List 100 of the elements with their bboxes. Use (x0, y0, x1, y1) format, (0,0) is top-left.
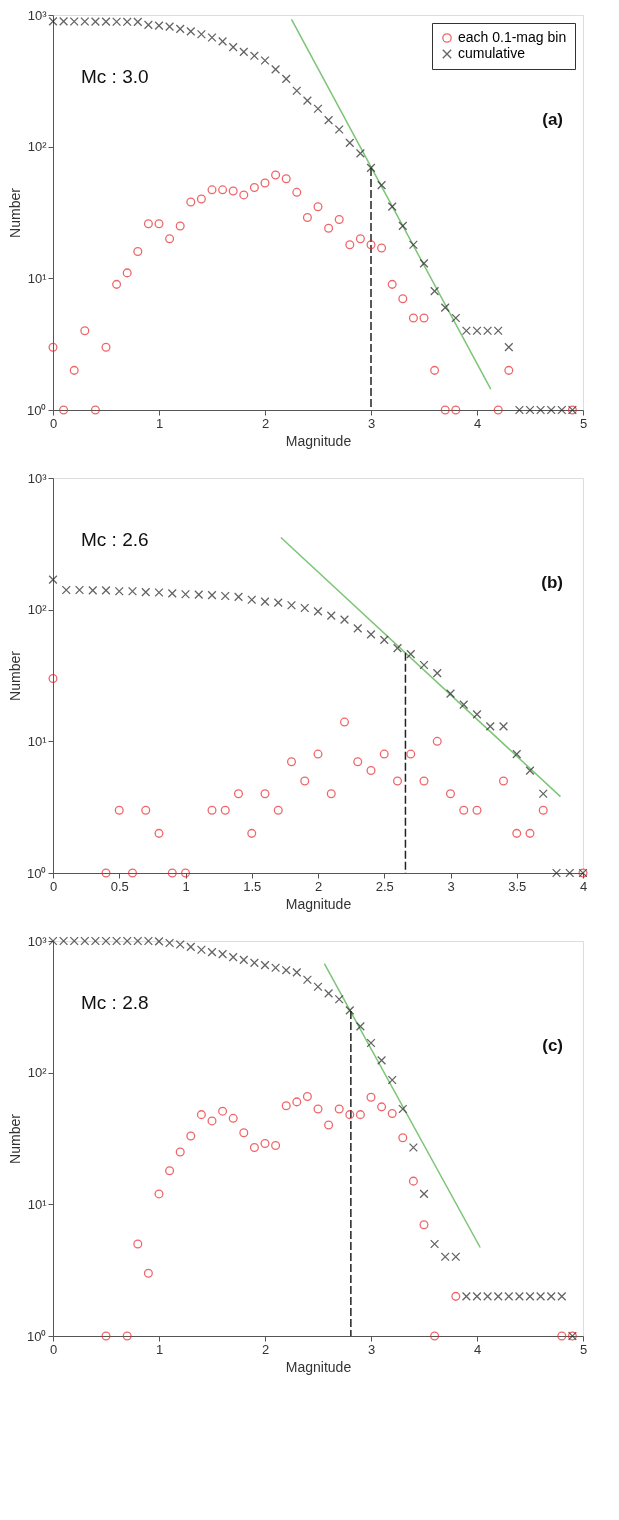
point (387, 279, 397, 289)
point (451, 405, 461, 415)
point (260, 789, 270, 799)
point (114, 586, 124, 596)
point (406, 649, 416, 659)
point (228, 952, 238, 962)
point (313, 749, 323, 759)
point (498, 721, 509, 731)
point (80, 326, 90, 336)
point (353, 757, 363, 767)
y-axis-title: Number (7, 1113, 24, 1164)
point (218, 1106, 228, 1116)
point (260, 960, 270, 970)
point (557, 1331, 567, 1341)
point (112, 279, 122, 289)
point (101, 585, 111, 595)
point (48, 674, 58, 684)
x-tick-label: 2 (314, 878, 323, 894)
point (313, 606, 323, 616)
point (366, 1092, 376, 1102)
point (220, 591, 230, 601)
point (196, 29, 206, 39)
point (525, 766, 535, 776)
point (271, 963, 281, 973)
point (300, 603, 310, 613)
x-tick-label: 1.5 (243, 878, 262, 894)
point (432, 736, 442, 746)
point (281, 965, 291, 975)
point (459, 805, 469, 815)
point (273, 805, 283, 815)
point (281, 174, 291, 184)
point (398, 1133, 408, 1143)
point (141, 805, 151, 815)
point (419, 1189, 429, 1199)
annotation: (c) (542, 1036, 563, 1056)
point (90, 405, 100, 415)
legend-label: cumulative (458, 45, 526, 61)
point (88, 585, 98, 595)
point (313, 1104, 323, 1114)
point (377, 243, 387, 253)
x-tick-label: 0.5 (110, 878, 129, 894)
point (292, 187, 302, 197)
point (292, 86, 302, 96)
point (419, 258, 429, 268)
point (233, 592, 244, 602)
point (186, 1131, 196, 1141)
point (165, 234, 175, 244)
point (339, 717, 350, 727)
x-tick-label: 2 (261, 1341, 270, 1357)
y-tick-label: 10² (27, 602, 48, 618)
point (355, 148, 365, 158)
point (260, 56, 270, 66)
point (398, 1104, 408, 1114)
point (165, 1166, 175, 1176)
point (366, 766, 376, 776)
y-tick-label: 10¹ (27, 1196, 48, 1212)
point (345, 1110, 355, 1120)
point (59, 405, 69, 415)
point (239, 1128, 249, 1138)
x-axis-title: Magnitude (285, 432, 352, 449)
point (379, 749, 389, 759)
point (459, 700, 469, 710)
x-tick-label: 4 (473, 415, 482, 431)
point (355, 234, 365, 244)
point (326, 611, 336, 621)
point (247, 828, 257, 838)
y-tick-label: 10² (27, 139, 48, 155)
point (498, 776, 509, 786)
point (239, 955, 249, 965)
point (430, 1239, 440, 1249)
point (345, 138, 355, 148)
point (141, 587, 151, 597)
x-tick-label: 5 (579, 415, 588, 431)
point (122, 1331, 132, 1341)
point (249, 182, 259, 192)
x-tick-label: 3.5 (508, 878, 527, 894)
point (228, 1113, 238, 1123)
point (300, 776, 310, 786)
point (419, 660, 429, 670)
point (504, 365, 514, 375)
point (313, 202, 323, 212)
point (485, 721, 495, 731)
point (175, 1147, 185, 1157)
point (180, 868, 191, 878)
point (48, 575, 58, 585)
point (334, 1104, 344, 1114)
point (154, 587, 164, 598)
point (551, 868, 562, 878)
point (207, 32, 217, 42)
point (239, 47, 249, 57)
point (175, 221, 185, 231)
point (419, 1220, 429, 1230)
x-tick-label: 2.5 (375, 878, 394, 894)
point (398, 221, 408, 231)
x-tick-label: 0 (49, 878, 58, 894)
point (387, 1108, 397, 1118)
point (324, 223, 334, 233)
x-tick-label: 3 (367, 415, 376, 431)
point (74, 585, 85, 595)
point (398, 294, 408, 304)
